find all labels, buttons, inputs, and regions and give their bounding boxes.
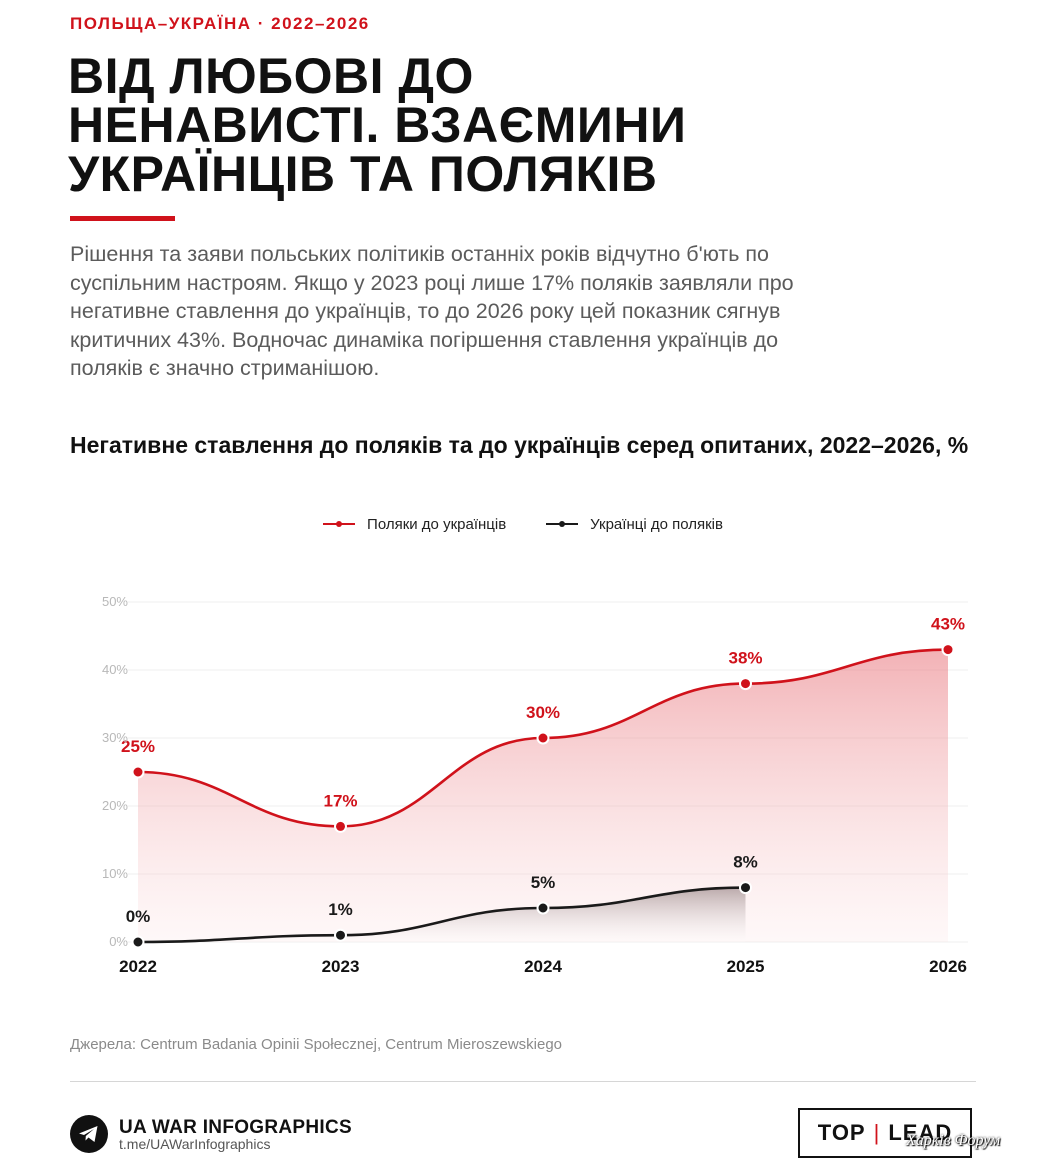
data-point-1-3	[739, 881, 752, 895]
chart-title: Негативне ставлення до поляків та до укр…	[70, 432, 969, 458]
data-label-0-1: 17%	[323, 791, 357, 810]
watermark: Харків Форум	[906, 1132, 1001, 1149]
y-tick-label: 40%	[102, 662, 128, 677]
data-point-1-0	[131, 935, 145, 949]
lead-paragraph: Рішення та заяви польських політиків ост…	[70, 242, 794, 380]
legend-label-poles: Поляки до українців	[367, 515, 507, 533]
data-label-1-3: 8%	[733, 853, 758, 872]
brand-name: UA WAR INFOGRAPHICS	[119, 1117, 352, 1138]
data-point-0-2	[536, 731, 550, 745]
partner-logo-right: LEAD	[888, 1120, 953, 1145]
x-tick-label: 2023	[322, 957, 360, 976]
y-tick-label: 20%	[102, 798, 128, 813]
x-tick-label: 2024	[524, 957, 562, 976]
y-tick-label: 10%	[102, 866, 128, 881]
series-area-0	[138, 649, 948, 942]
partner-logo-left: TOP	[817, 1120, 866, 1145]
data-label-0-4: 43%	[931, 615, 965, 634]
data-point-0-4	[941, 643, 955, 657]
chart-legend: Поляки до українців Українці до поляків	[0, 512, 1046, 536]
data-label-0-2: 30%	[526, 703, 560, 722]
y-tick-label: 50%	[102, 594, 128, 609]
footer-divider	[70, 1081, 976, 1082]
legend-label-ukrainians: Українці до поляків	[590, 515, 723, 533]
legend-swatch-ukrainians	[546, 518, 579, 530]
kicker: ПОЛЬЩА–УКРАЇНА · 2022–2026	[70, 14, 370, 33]
page-title: ВІД ЛЮБОВІ ДО НЕНАВИСТІ. ВЗАЄМИНИ УКРАЇН…	[68, 48, 968, 202]
data-label-1-0: 0%	[126, 907, 151, 926]
brand-url[interactable]: t.me/UAWarInfographics	[119, 1136, 271, 1152]
legend-swatch-poles	[323, 518, 356, 530]
partner-logo-separator: |	[873, 1120, 881, 1145]
series-area-1	[138, 887, 746, 942]
legend-item-ukrainians: Українці до поляків	[546, 516, 723, 533]
page-title-line-3: УКРАЇНЦІВ ТА ПОЛЯКІВ	[68, 146, 658, 202]
legend-item-poles: Поляки до українців	[323, 516, 506, 533]
x-tick-label: 2026	[929, 957, 967, 976]
data-point-0-1	[334, 819, 347, 833]
y-tick-label: 30%	[102, 730, 128, 745]
data-label-1-2: 5%	[531, 873, 556, 892]
data-point-0-0	[131, 765, 145, 779]
series-line-1	[137, 886, 746, 944]
x-tick-label: 2022	[119, 957, 157, 976]
x-tick-label: 2025	[727, 957, 765, 976]
data-label-0-0: 25%	[121, 737, 155, 756]
page-title-line-2: НЕНАВИСТІ. ВЗАЄМИНИ	[68, 97, 687, 153]
accent-rule	[70, 216, 175, 221]
telegram-icon[interactable]	[70, 1115, 108, 1153]
data-point-0-3	[739, 677, 752, 691]
y-tick-label: 0%	[109, 934, 128, 949]
data-label-1-1: 1%	[328, 900, 353, 919]
source-note: Джерела: Centrum Badania Opinii Społeczn…	[70, 1036, 563, 1053]
data-point-1-1	[334, 928, 347, 942]
line-chart: 25% 17% 30% 38% 43% 0% 1% 5% 8% 0% 10% 20% 30% 40% 50…	[102, 594, 968, 976]
page-title-line-1: ВІД ЛЮБОВІ ДО	[68, 48, 474, 104]
data-point-1-2	[536, 901, 550, 915]
data-label-0-3: 38%	[728, 649, 762, 668]
partner-logo: TOP | LEAD	[798, 1108, 972, 1158]
